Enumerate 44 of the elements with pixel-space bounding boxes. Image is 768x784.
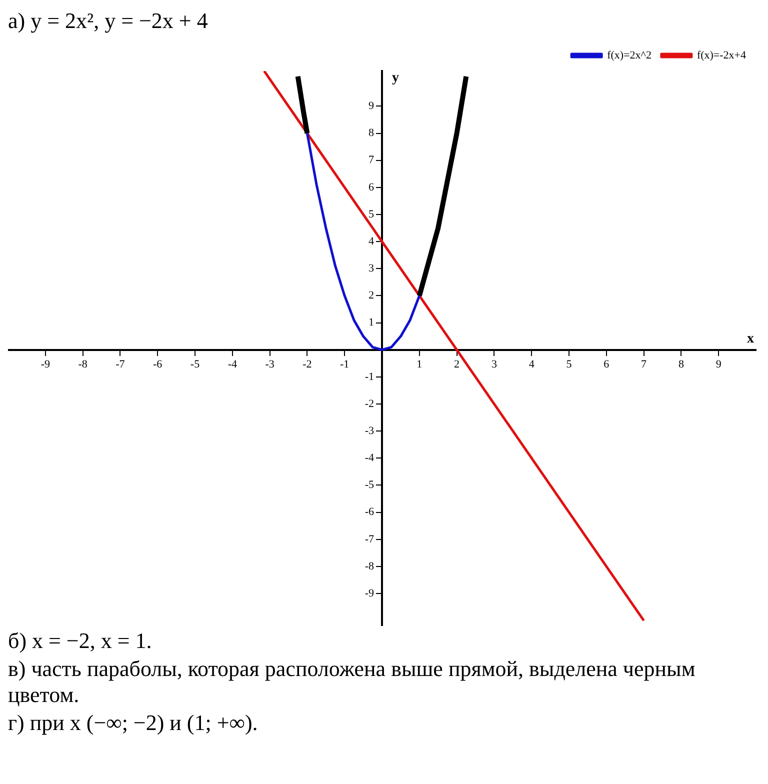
y-tick-label: -4 bbox=[364, 452, 374, 464]
y-tick-label: 4 bbox=[368, 235, 374, 248]
y-tick-label: 7 bbox=[368, 154, 374, 166]
legend-label: f(x)=-2x+4 bbox=[696, 49, 746, 62]
x-tick-label: 3 bbox=[491, 358, 498, 370]
y-tick-label: 6 bbox=[368, 181, 374, 194]
x-tick-label: -1 bbox=[340, 358, 350, 370]
x-tick-label: 4 bbox=[528, 358, 535, 370]
y-tick-label: 3 bbox=[368, 262, 374, 275]
text: б) x = −2, x = 1. bbox=[8, 628, 153, 654]
y-tick-label: 8 bbox=[368, 127, 374, 140]
x-tick-label: -6 bbox=[153, 358, 163, 370]
y-tick-label: -9 bbox=[364, 587, 374, 600]
y-tick-label: 2 bbox=[368, 290, 374, 302]
x-tick-label: 1 bbox=[416, 358, 422, 370]
y-axis-title: y bbox=[392, 70, 399, 86]
y-tick-label: -7 bbox=[364, 533, 374, 546]
y-tick-label: -5 bbox=[364, 479, 374, 492]
y-tick-label: 5 bbox=[368, 208, 374, 220]
x-tick-label: 9 bbox=[716, 358, 722, 370]
x-tick-label: -7 bbox=[116, 358, 126, 370]
x-tick-label: 5 bbox=[566, 358, 572, 370]
y-tick-label: -1 bbox=[364, 370, 374, 383]
x-tick-label: 8 bbox=[678, 358, 684, 370]
x-tick-label: -4 bbox=[228, 358, 238, 370]
x-tick-label: 6 bbox=[604, 358, 610, 370]
x-tick-label: -3 bbox=[265, 358, 275, 370]
text: г) при x (−∞; −2) и (1; +∞). bbox=[8, 710, 259, 736]
legend-label: f(x)=2x^2 bbox=[607, 49, 652, 62]
y-tick-label: -2 bbox=[364, 398, 374, 410]
y-tick-label: -8 bbox=[364, 560, 374, 572]
y-tick-label: 1 bbox=[368, 316, 374, 329]
x-tick-label: -2 bbox=[302, 358, 312, 370]
x-tick-label: -9 bbox=[40, 358, 50, 370]
y-tick-label: 9 bbox=[368, 100, 374, 112]
x-axis-title: x bbox=[747, 331, 754, 346]
y-tick-label: -3 bbox=[364, 424, 374, 437]
y-tick-label: -6 bbox=[364, 506, 374, 518]
x-tick-label: -8 bbox=[78, 358, 88, 370]
text: в) часть параболы, которая расположена выше прямой, выделена черным цветом. bbox=[8, 656, 696, 708]
x-tick-label: 7 bbox=[641, 358, 648, 370]
x-tick-label: -5 bbox=[190, 358, 200, 370]
x-tick-label: 2 bbox=[454, 358, 460, 370]
chart-title: а) y = 2x², y = −2x + 4 bbox=[8, 8, 209, 34]
